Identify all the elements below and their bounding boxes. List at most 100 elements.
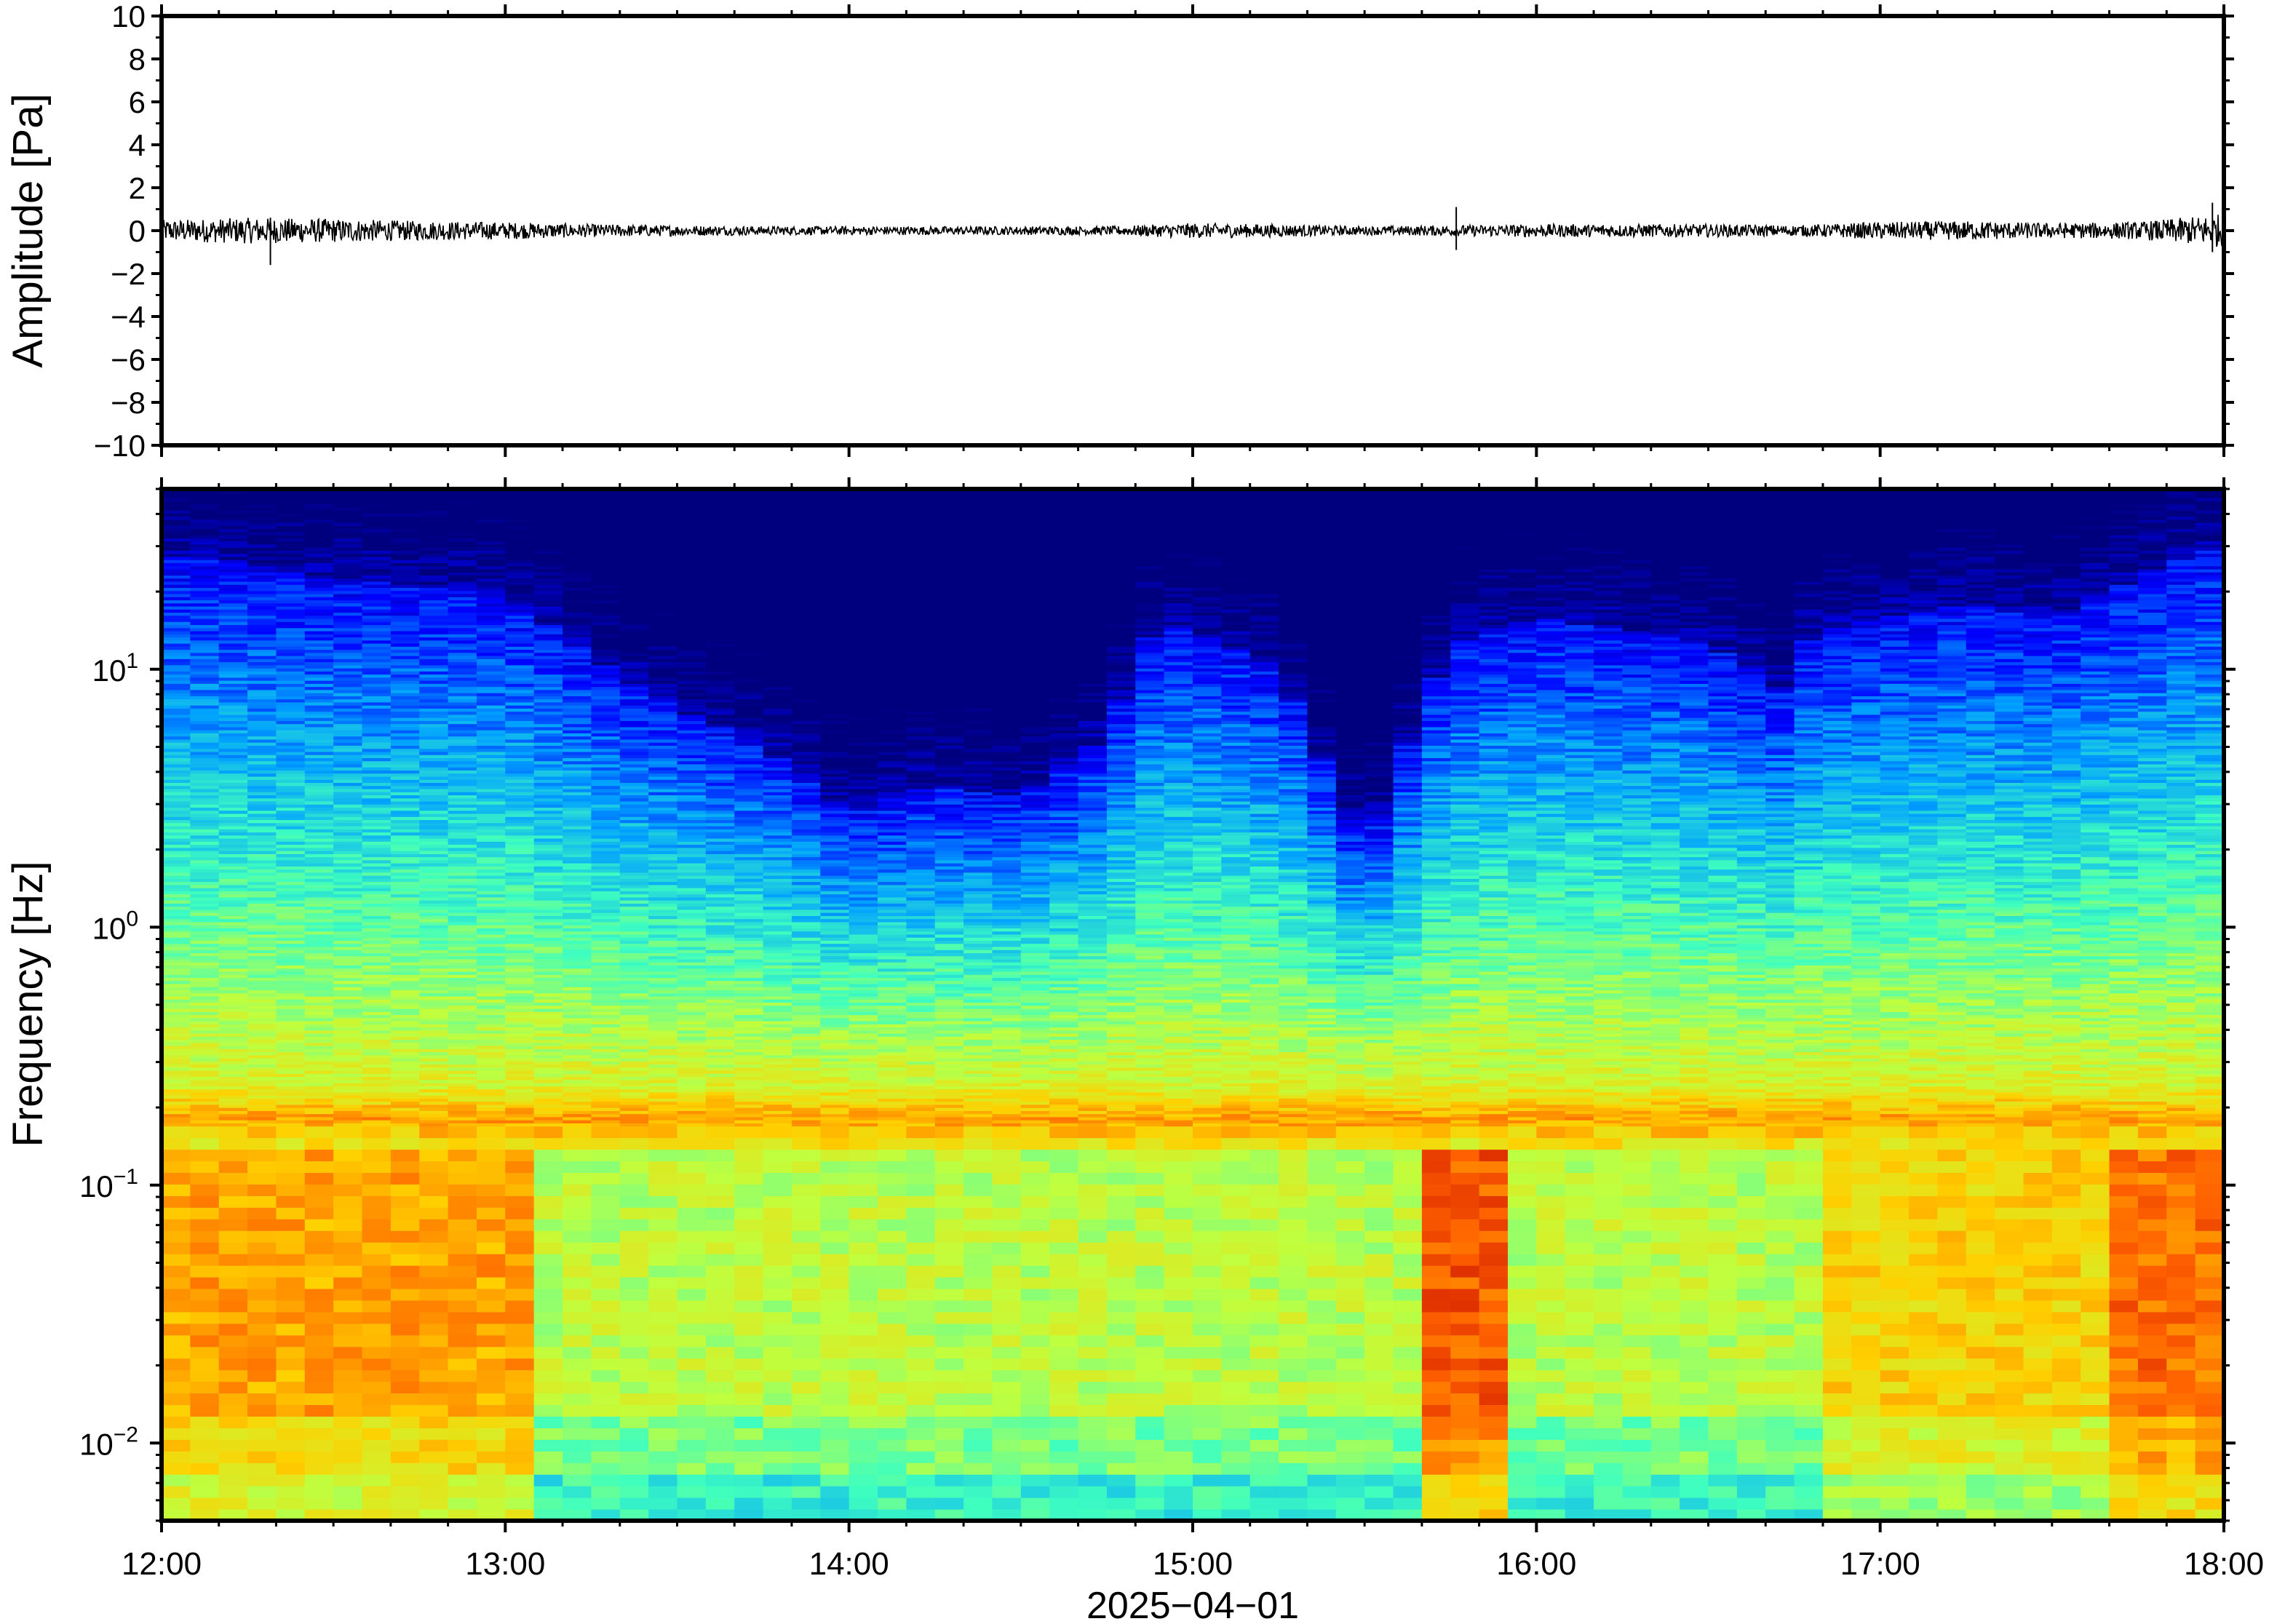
spectrogram-cell xyxy=(533,572,563,576)
spectrogram-cell xyxy=(476,763,506,768)
spectrogram-cell xyxy=(505,1126,535,1139)
spectrogram-cell xyxy=(591,946,621,950)
spectrogram-cell xyxy=(218,900,248,904)
spectrogram-cell xyxy=(333,884,363,888)
spectrogram-cell xyxy=(591,755,621,758)
spectrogram-cell xyxy=(448,965,477,969)
spectrogram-cell xyxy=(218,597,248,601)
spectrogram-cell xyxy=(505,921,535,926)
spectrogram-cell xyxy=(390,1277,420,1289)
spectrogram-cell xyxy=(448,686,477,690)
spectrogram-cell xyxy=(619,925,649,928)
spectrogram-cell xyxy=(448,1014,477,1019)
spectrogram-cell xyxy=(190,987,220,991)
spectrogram-cell xyxy=(304,1230,334,1243)
spectrogram-cell xyxy=(448,575,477,579)
spectrogram-cell xyxy=(190,980,220,984)
spectrogram-cell xyxy=(276,541,306,545)
spectrogram-cell xyxy=(362,995,392,1000)
spectrogram-cell xyxy=(533,1098,563,1102)
spectrogram-cell xyxy=(190,971,220,975)
spectrogram-cell xyxy=(476,903,506,907)
spectrogram-cell xyxy=(533,909,563,913)
spectrogram-cell xyxy=(247,1027,277,1031)
spectrogram-cell xyxy=(677,792,707,796)
spectrogram-cell xyxy=(448,878,477,883)
spectrogram-cell xyxy=(390,971,420,975)
spectrogram-cell xyxy=(619,869,649,873)
spectrogram-cell xyxy=(419,593,449,597)
spectrogram-cell xyxy=(476,565,506,570)
spectrogram-cell xyxy=(648,590,678,594)
spectrogram-cell xyxy=(333,751,363,755)
spectrogram-cell xyxy=(190,1230,220,1243)
spectrogram-cell xyxy=(476,618,506,622)
spectrogram-cell xyxy=(162,1098,191,1102)
spectrogram-cell xyxy=(276,837,306,842)
spectrogram-cell xyxy=(162,584,191,589)
spectrogram-cell xyxy=(190,581,220,585)
spectrogram-cell xyxy=(162,1110,191,1115)
spectrogram-cell xyxy=(476,544,506,548)
spectrogram-cell xyxy=(218,513,248,517)
spectrogram-cell xyxy=(533,816,563,821)
spectrogram-cell xyxy=(162,661,191,666)
spectrogram-cell xyxy=(218,1104,248,1108)
spectrogram-cell xyxy=(362,1095,392,1099)
spectrogram-cell xyxy=(276,1036,306,1040)
spectrogram-cell xyxy=(505,1486,535,1498)
spectrogram-cell xyxy=(677,510,707,514)
spectrogram-cell xyxy=(677,1381,707,1394)
y-tick-label: 4 xyxy=(129,128,146,162)
spectrogram-cell xyxy=(190,851,220,854)
spectrogram-cell xyxy=(247,1113,277,1118)
spectrogram-cell xyxy=(591,980,621,984)
spectrogram-cell xyxy=(190,693,220,696)
spectrogram-cell xyxy=(619,896,649,901)
spectrogram-cell xyxy=(591,503,621,508)
spectrogram-cell xyxy=(705,677,735,681)
spectrogram-cell xyxy=(390,856,420,861)
spectrogram-cell xyxy=(276,999,306,1003)
spectrogram-cell xyxy=(162,755,191,758)
spectrogram-cell xyxy=(218,531,248,536)
spectrogram-cell xyxy=(276,602,306,607)
spectrogram-cell xyxy=(448,1067,477,1071)
spectrogram-cell xyxy=(648,965,678,969)
spectrogram-cell xyxy=(677,661,707,666)
spectrogram-cell xyxy=(705,584,735,589)
spectrogram-cell xyxy=(276,609,306,613)
spectrogram-cell xyxy=(448,903,477,907)
spectrogram-cell xyxy=(563,1107,592,1111)
spectrogram-cell xyxy=(419,1054,449,1059)
spectrogram-cell xyxy=(505,1033,535,1037)
spectrogram-cell xyxy=(362,1381,392,1394)
spectrogram-cell xyxy=(333,903,363,907)
spectrogram-cell xyxy=(362,921,392,926)
spectrogram-cell xyxy=(304,900,334,904)
spectrogram-cell xyxy=(362,1123,392,1127)
spectrogram-cell xyxy=(705,760,735,765)
spectrogram-cell xyxy=(591,1277,621,1289)
spectrogram-cell xyxy=(505,621,535,626)
spectrogram-cell xyxy=(533,630,563,634)
spectrogram-cell xyxy=(705,937,735,941)
spectrogram-cell xyxy=(619,893,649,898)
spectrogram-cell xyxy=(591,522,621,526)
spectrogram-cell xyxy=(276,760,306,765)
spectrogram-cell xyxy=(190,844,220,848)
spectrogram-cell xyxy=(591,1346,621,1359)
spectrogram-cell xyxy=(190,928,220,932)
spectrogram-cell xyxy=(247,624,277,629)
spectrogram-cell xyxy=(619,807,649,811)
spectrogram-cell xyxy=(362,825,392,829)
spectrogram-cell xyxy=(419,736,449,740)
spectrogram-cell xyxy=(304,1048,334,1053)
spectrogram-cell xyxy=(419,668,449,672)
spectrogram-cell xyxy=(190,804,220,808)
spectrogram-cell xyxy=(362,1104,392,1108)
spectrogram-cell xyxy=(591,575,621,579)
spectrogram-cell xyxy=(190,1036,220,1040)
spectrogram-cell xyxy=(304,593,334,597)
spectrogram-cell xyxy=(304,915,334,920)
